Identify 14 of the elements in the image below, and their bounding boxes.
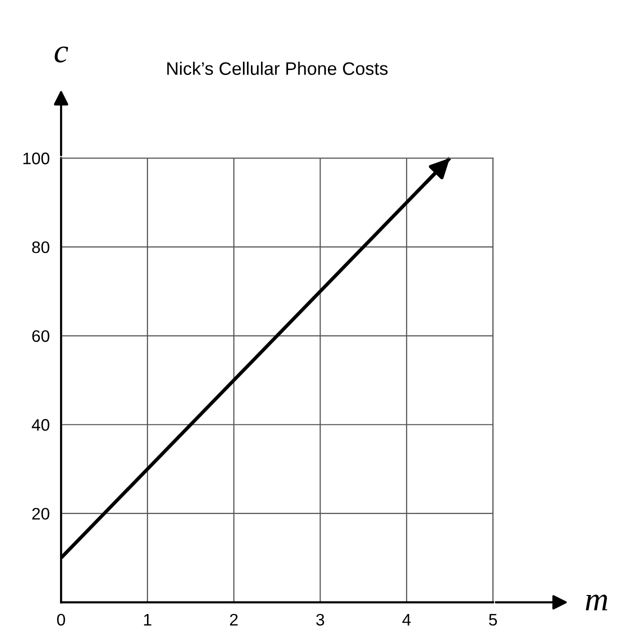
x-tick-label: 3 — [316, 614, 324, 626]
y-tick-label: 80 — [32, 241, 50, 254]
y-tick-label: 40 — [32, 419, 50, 431]
x-tick-label: 5 — [489, 614, 497, 626]
chart-title: Nick’s Cellular Phone Costs — [167, 62, 388, 75]
x-tick-label: 2 — [230, 614, 238, 626]
y-tick-label: 60 — [32, 330, 50, 342]
x-tick-label: 4 — [402, 614, 411, 626]
y-tick-label: 20 — [32, 508, 50, 520]
y-axis-title: c — [54, 46, 68, 63]
x-tick-label: 0 — [57, 614, 66, 626]
y-tick-label: 100 — [23, 152, 50, 164]
x-tick-label: 1 — [144, 614, 152, 626]
x-axis-title: m — [586, 594, 608, 610]
